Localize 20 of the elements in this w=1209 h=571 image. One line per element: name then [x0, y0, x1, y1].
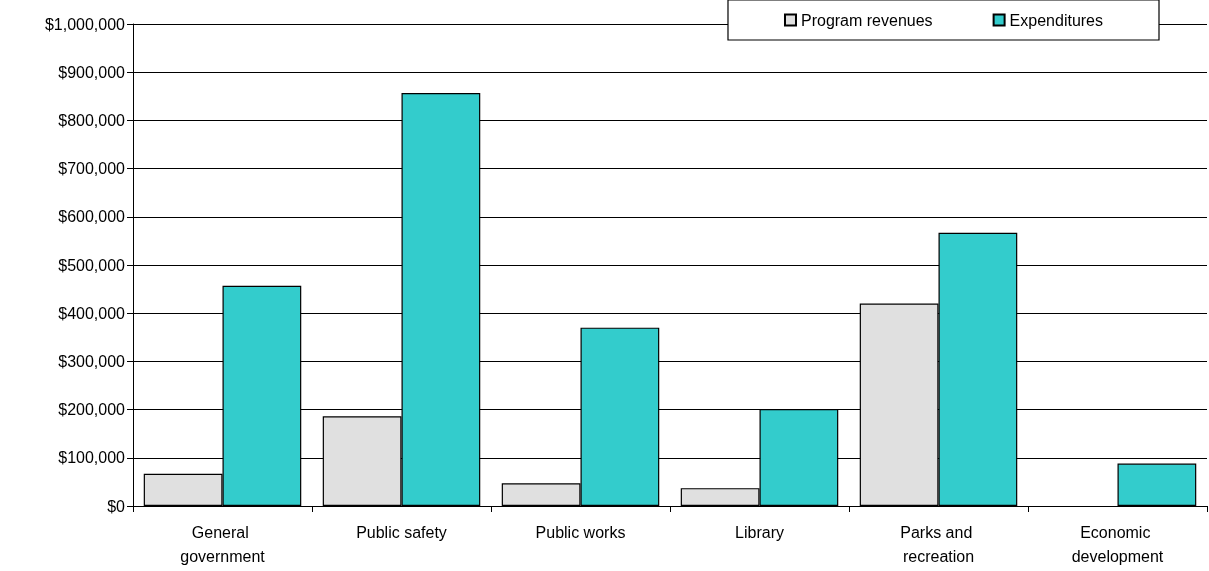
x-tick-label: Public works	[535, 523, 626, 541]
y-tick-label: $700,000	[58, 160, 126, 178]
bar	[1117, 463, 1197, 506]
y-tick-label: $800,000	[58, 111, 126, 129]
y-tick-label: $100,000	[58, 449, 126, 467]
y-tick-label: $400,000	[58, 304, 126, 322]
y-tick-label: $900,000	[58, 63, 126, 81]
legend-label: Program revenues	[800, 11, 933, 29]
y-tick-label: $1,000,000	[44, 15, 126, 33]
x-tick-label: Economic development	[1071, 523, 1164, 565]
y-tick-label: $0	[107, 497, 126, 515]
y-tick-label: $600,000	[58, 208, 126, 226]
x-tick-label: Public safety	[356, 523, 447, 541]
y-tick-label: $200,000	[58, 401, 126, 419]
y-tick-label: $500,000	[58, 256, 126, 274]
legend-label: Expenditures	[1009, 11, 1103, 29]
y-tick-label: $300,000	[58, 352, 126, 370]
x-tick-label: Parks and recreation	[900, 523, 977, 565]
x-tick-label: Library	[735, 523, 784, 541]
x-tick-label: General government	[180, 523, 266, 565]
